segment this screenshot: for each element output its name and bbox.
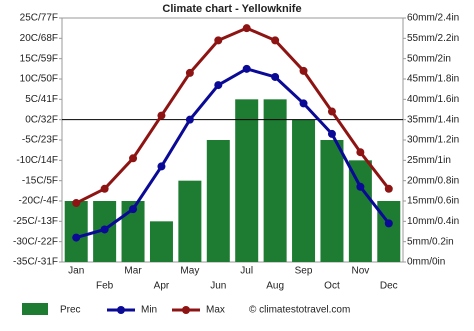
y-tick-label: 25C/77F [20, 13, 58, 24]
precip-bar [292, 119, 316, 263]
temp-point [299, 99, 308, 108]
temp-point [157, 111, 166, 120]
x-tick-label: Jul [240, 266, 253, 277]
legend-label: Prec [60, 305, 81, 316]
temp-point [72, 233, 81, 242]
y-tick-label: 5C/41F [25, 94, 58, 105]
y-tick-label: 15C/59F [20, 53, 58, 64]
y-tick-label: -35C/-31F [13, 257, 58, 268]
precip-bar [235, 99, 259, 262]
y2-tick-label: 40mm/1.6in [407, 94, 459, 105]
legend-swatch [117, 306, 125, 314]
precip-bar [64, 201, 88, 262]
chart-title: Climate chart - Yellowknife [162, 3, 301, 15]
precip-bar [348, 160, 372, 262]
precip-bar [149, 221, 173, 262]
precip-bar [377, 201, 401, 262]
temp-point [185, 115, 194, 124]
temp-point [384, 184, 393, 193]
temp-line [75, 26, 390, 205]
precip-bar [320, 140, 344, 262]
temp-line [75, 67, 390, 240]
temp-point [242, 24, 251, 33]
y-tick-label: -5C/23F [22, 135, 58, 146]
x-tick-label: Dec [380, 281, 398, 292]
temp-point [129, 154, 138, 163]
temp-point [356, 182, 365, 191]
y2-tick-label: 45mm/1.8in [407, 74, 459, 85]
x-tick-label: Nov [351, 266, 369, 277]
temp-point [271, 72, 280, 81]
temp-point [72, 199, 81, 208]
legend-label: Min [141, 305, 157, 316]
y2-tick-label: 60mm/2.4in [407, 13, 459, 24]
x-tick-label: Jan [68, 266, 84, 277]
x-tick-label: May [180, 266, 199, 277]
y2-tick-label: 0mm/0in [407, 257, 445, 268]
temp-point [327, 107, 336, 116]
precip-bar [263, 99, 287, 262]
temp-point [299, 66, 308, 75]
y-tick-label: -20C/-4F [19, 196, 58, 207]
y-tick-label: -25C/-13F [13, 216, 58, 227]
x-tick-label: Apr [154, 281, 170, 292]
temp-point [384, 219, 393, 228]
y2-tick-label: 25mm/1in [407, 155, 451, 166]
y2-tick-label: 55mm/2.2in [407, 33, 459, 44]
temp-point [129, 205, 138, 214]
y2-tick-label: 50mm/2in [407, 53, 451, 64]
temp-point [356, 148, 365, 157]
legend-swatch [182, 306, 190, 314]
credit: © climatestotravel.com [249, 305, 350, 316]
x-tick-label: Oct [324, 281, 340, 292]
temp-point [157, 162, 166, 171]
legend-swatch [22, 303, 48, 315]
y-tick-label: -30C/-22F [13, 236, 58, 247]
x-tick-label: Feb [96, 281, 114, 292]
legend-label: Max [206, 305, 225, 316]
temp-point [100, 184, 109, 193]
temp-point [214, 36, 223, 45]
precip-bar [206, 140, 230, 262]
precip-bar [121, 201, 145, 262]
precip-bar [178, 180, 202, 262]
y2-tick-label: 35mm/1.4in [407, 114, 459, 125]
temp-point [271, 36, 280, 45]
y-tick-label: 10C/50F [20, 74, 58, 85]
temp-point [214, 81, 223, 90]
temp-point [242, 64, 251, 73]
x-tick-label: Sep [295, 266, 313, 277]
y2-tick-label: 5mm/0.2in [407, 236, 454, 247]
y2-tick-label: 15mm/0.6in [407, 196, 459, 207]
x-tick-label: Mar [124, 266, 142, 277]
y2-tick-label: 20mm/0.8in [407, 175, 459, 186]
temp-point [185, 68, 194, 77]
y-tick-label: -10C/14F [16, 155, 58, 166]
temp-point [100, 225, 109, 234]
y-tick-label: 20C/68F [20, 33, 58, 44]
temp-point [327, 129, 336, 138]
x-tick-label: Aug [266, 281, 284, 292]
y-tick-label: -15C/5F [22, 175, 58, 186]
y2-tick-label: 30mm/1.2in [407, 135, 459, 146]
y-tick-label: 0C/32F [25, 114, 58, 125]
x-tick-label: Jun [210, 281, 226, 292]
y2-tick-label: 10mm/0.4in [407, 216, 459, 227]
